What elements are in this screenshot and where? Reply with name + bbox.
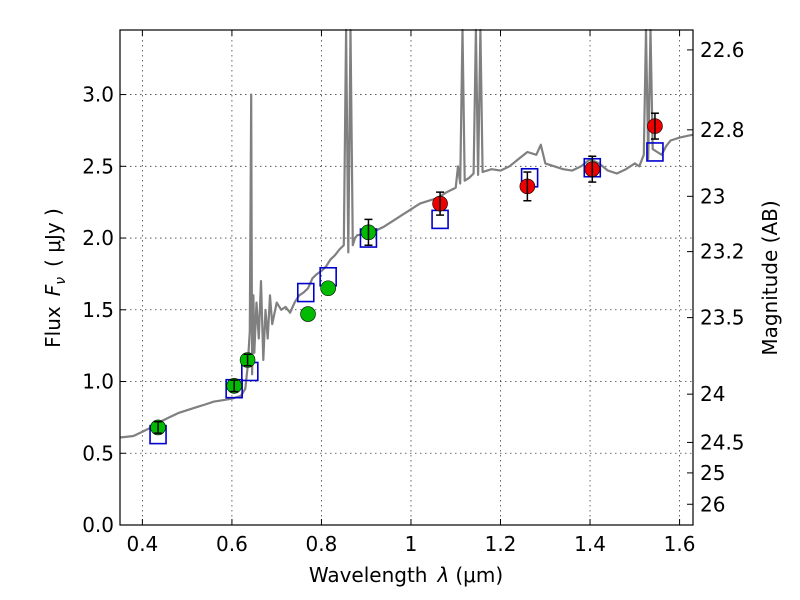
grid-layer <box>120 30 693 526</box>
x-tick-label: 1 <box>405 532 418 556</box>
y2-axis-title: Magnitude (AB) <box>758 200 782 355</box>
data-point <box>320 280 336 297</box>
model-photometry-square <box>296 282 315 303</box>
y-tick-label: 0.0 <box>82 513 114 537</box>
x-tick-label: 1.2 <box>485 532 517 556</box>
y2-tick-label: 24 <box>700 382 725 406</box>
y2-tick-label: 23 <box>700 184 725 208</box>
x-tick-label: 0.6 <box>216 532 248 556</box>
x-tick-label: 1.4 <box>574 532 606 556</box>
y-tick-label: 0.5 <box>82 441 114 465</box>
y-tick-label: 1.5 <box>82 298 114 322</box>
y2-tick-label: 22.6 <box>700 38 745 62</box>
y2-tick-label: 24.5 <box>700 430 745 454</box>
y2-tick-label: 23.2 <box>700 240 745 264</box>
plot-frame <box>119 29 694 526</box>
y-tick-label: 2.0 <box>82 226 114 250</box>
x-tick-label: 1.6 <box>664 532 696 556</box>
y-axis-title: FluxFν( μJy ) <box>41 208 69 348</box>
spectrum-line <box>119 28 694 439</box>
data-point <box>300 306 316 322</box>
y-tick-label: 2.5 <box>82 154 114 178</box>
data-layer <box>119 28 694 445</box>
y2-tick-label: 26 <box>700 492 725 516</box>
model-photometry-square <box>646 142 664 162</box>
y-tick-label: 1.0 <box>82 370 114 394</box>
tick-layer: 0.4 0.6 0.8 1 1.2 1.4 1.6 0.0 0.5 1.0 1.5 2.0 2.5 3.0… <box>82 30 745 556</box>
y2-tick-label: 22.8 <box>700 118 745 142</box>
x-tick-label: 0.4 <box>126 532 158 556</box>
x-axis-title: Wavelength λ (μm) <box>309 563 503 587</box>
y2-tick-label: 23.5 <box>700 306 745 330</box>
x-tick-label: 0.8 <box>306 532 338 556</box>
y2-tick-label: 25 <box>700 461 725 485</box>
y-tick-label: 3.0 <box>82 83 114 107</box>
